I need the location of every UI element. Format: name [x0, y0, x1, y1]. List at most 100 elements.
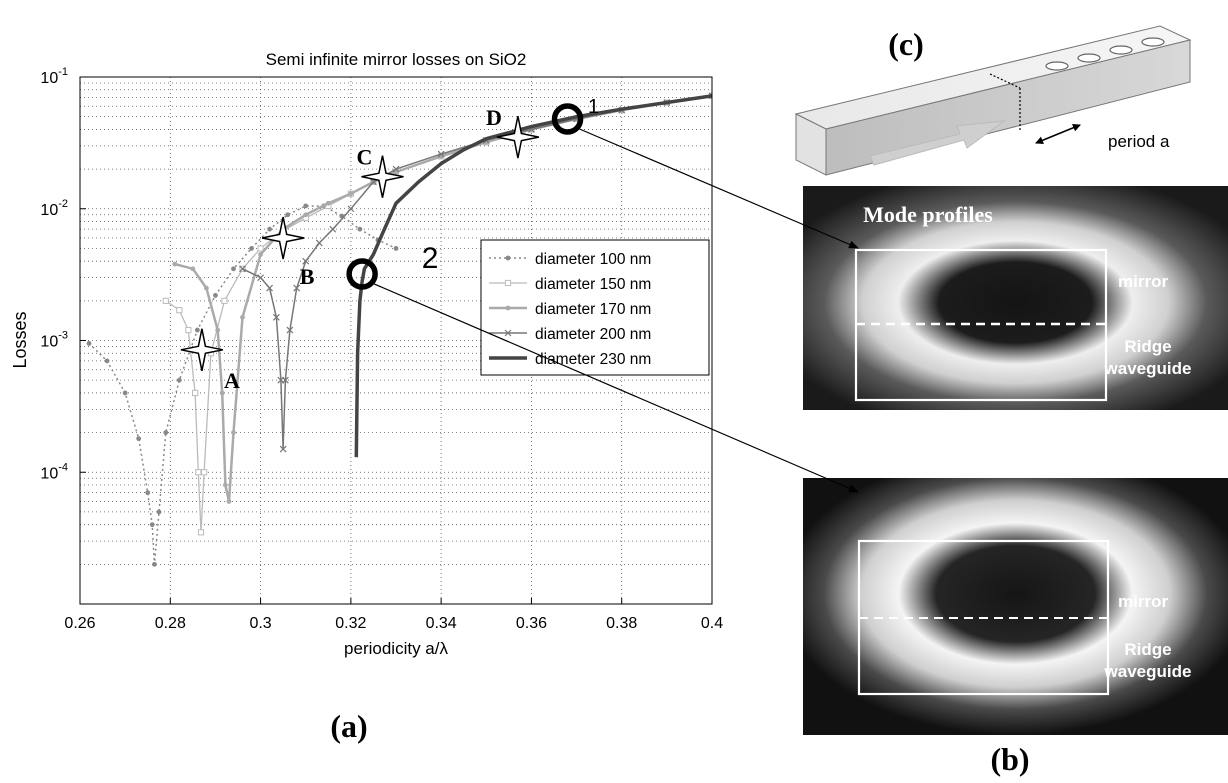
legend-entry: diameter 170 nm [535, 301, 651, 318]
y-tick-label: 10-3 [40, 330, 68, 351]
waveguide-schematic: (c) period a [794, 25, 1192, 176]
data-point [204, 285, 209, 291]
mode-image-2 [803, 478, 1228, 735]
data-point [504, 279, 512, 287]
data-point [226, 499, 232, 504]
mode-image-1 [803, 186, 1228, 410]
data-point [347, 205, 355, 213]
data-point [149, 522, 155, 528]
x-tick-label: 0.4 [701, 615, 723, 632]
mode-profiles-title: Mode profiles [863, 202, 993, 227]
star-label: D [486, 105, 502, 130]
chart-title: Semi infinite mirror losses on SiO2 [266, 50, 527, 69]
data-point [176, 377, 182, 383]
arrow-to-mode-2 [373, 283, 859, 493]
data-point [437, 150, 445, 158]
data-point [215, 327, 221, 333]
circle-marker [551, 103, 584, 135]
mirror-boundary-top [989, 73, 1021, 89]
y-tick-labels: 10-1 10-2 10-3 10-4 [40, 66, 86, 482]
loss-chart: Semi infinite mirror losses on SiO2 0.26… [10, 50, 723, 744]
data-point [172, 261, 178, 267]
mode-1-ridge-label: Ridge [1124, 337, 1171, 356]
x-tick-labels: 0.26 0.28 0.3 0.32 0.34 0.36 0.38 0.4 [64, 598, 723, 632]
data-point [136, 436, 142, 442]
hole-2 [1077, 53, 1101, 63]
x-tick-label: 0.34 [426, 615, 457, 632]
mode-profiles: Mode profiles mirror Ridge waveguide mir… [803, 186, 1228, 777]
data-point [86, 341, 92, 346]
data-point [219, 390, 225, 396]
data-point [194, 327, 200, 333]
legend-entry: diameter 230 nm [535, 351, 651, 368]
period-label: period a [1108, 132, 1170, 151]
data-point [197, 529, 205, 536]
data-point [392, 165, 400, 173]
data-point [104, 358, 110, 364]
data-point [505, 305, 511, 311]
chart-legend: diameter 100 nm diameter 150 nm diameter 1… [480, 239, 710, 376]
chart-grid [80, 77, 712, 604]
data-point [267, 226, 272, 232]
data-point [257, 245, 264, 252]
data-point [240, 314, 245, 320]
y-tick-label: 10-4 [40, 461, 68, 482]
waveguide-end-face [795, 113, 827, 176]
panel-label-a: (a) [330, 708, 367, 744]
arrow-to-mode-1 [579, 128, 859, 249]
mode-2-ridge-label: Ridge [1124, 640, 1171, 659]
legend-entry: diameter 150 nm [535, 276, 651, 293]
star-label: C [357, 145, 373, 170]
data-point [239, 265, 246, 273]
data-point [152, 561, 157, 567]
star-marker [180, 328, 224, 371]
hole-4 [1141, 37, 1165, 47]
circle-marker [346, 258, 378, 290]
data-point [505, 255, 511, 261]
series-line [88, 205, 397, 566]
x-tick-label: 0.38 [606, 615, 637, 632]
data-point [325, 200, 331, 206]
data-point [286, 326, 294, 334]
mode-2-mirror-label: mirror [1118, 592, 1168, 611]
data-point [258, 252, 263, 257]
legend-entry: diameter 100 nm [535, 251, 651, 268]
x-tick-label: 0.3 [249, 615, 271, 632]
x-axis-label: periodicity a/λ [344, 639, 448, 658]
mode-1-mirror-label: mirror [1118, 272, 1168, 291]
hole-3 [1109, 45, 1133, 55]
circle-label: 1 [588, 96, 599, 118]
data-point [221, 297, 228, 304]
data-point [163, 430, 169, 435]
data-point [357, 226, 363, 232]
data-point [303, 212, 309, 218]
star-label: B [300, 264, 315, 289]
data-point [190, 266, 196, 272]
data-point [231, 430, 236, 435]
y-tick-label: 10-1 [40, 66, 68, 87]
mode-1-waveguide-label: waveguide [1104, 359, 1192, 378]
data-point [303, 203, 309, 209]
data-point [348, 191, 354, 197]
data-point [156, 509, 162, 515]
data-point [285, 212, 291, 218]
data-point [257, 274, 264, 282]
data-point [504, 329, 512, 337]
star-marker [361, 155, 404, 198]
data-point [222, 482, 228, 488]
data-point [231, 266, 236, 272]
data-point [201, 469, 208, 476]
propagation-arrow [869, 120, 1006, 166]
star-label: A [224, 368, 240, 393]
hole-1 [1045, 61, 1069, 71]
mode-2-waveguide-label: waveguide [1104, 662, 1192, 681]
y-tick-label: 10-2 [40, 198, 68, 219]
data-point [176, 307, 183, 314]
data-point [393, 246, 399, 251]
panel-label-c: (c) [888, 26, 924, 62]
data-point [281, 376, 289, 384]
x-tick-label: 0.28 [155, 615, 186, 632]
data-point [249, 246, 254, 251]
star-marker [261, 216, 305, 260]
star-marker [496, 115, 540, 159]
